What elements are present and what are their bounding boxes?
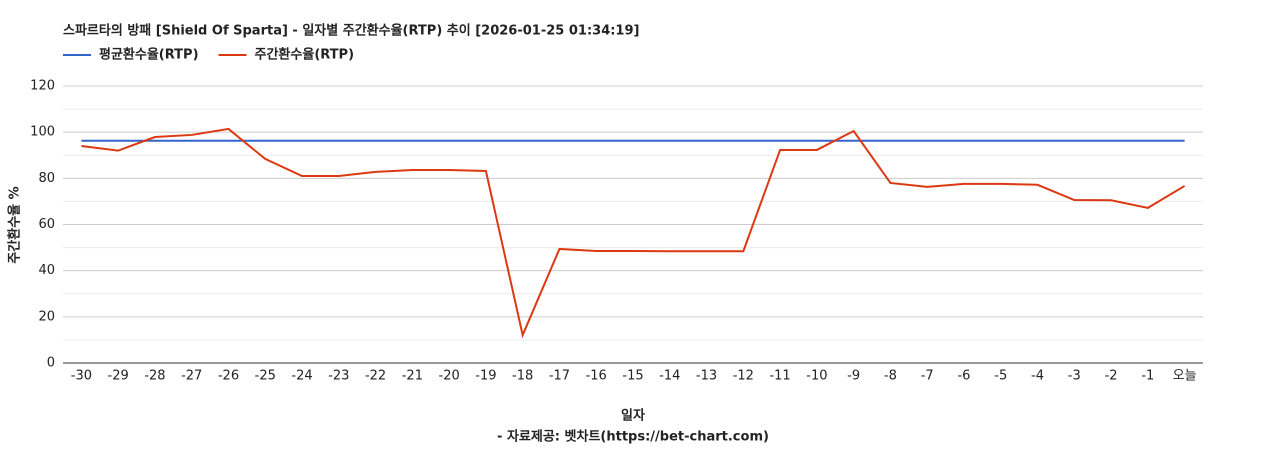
y-axis-title: 주간환수율 % <box>7 186 23 263</box>
x-tick-label: -12 <box>733 369 754 384</box>
x-tick-label: -9 <box>847 369 860 384</box>
y-tick-label: 0 <box>47 356 55 371</box>
x-tick-label: -29 <box>108 369 129 384</box>
x-tick-label: -7 <box>921 369 934 384</box>
x-axis-title: 일자 <box>621 409 645 424</box>
x-tick-label: -27 <box>181 369 202 384</box>
y-tick-label: 20 <box>38 309 55 324</box>
x-tick-label: -1 <box>1141 369 1154 384</box>
x-tick-label: -21 <box>402 369 423 384</box>
x-tick-label: -8 <box>884 369 897 384</box>
x-tick-label: -30 <box>71 369 92 384</box>
y-tick-label: 80 <box>38 171 55 186</box>
x-tick-label: -26 <box>218 369 239 384</box>
series-line <box>81 127 1186 339</box>
x-tick-label: -11 <box>769 369 790 384</box>
x-tick-label: -3 <box>1068 369 1081 384</box>
x-tick-label: -23 <box>328 369 349 384</box>
y-tick-label: 100 <box>30 125 55 140</box>
legend-label: 평균환수율(RTP) <box>99 47 199 63</box>
x-tick-label: -2 <box>1105 369 1118 384</box>
x-tick-label: -18 <box>512 369 533 384</box>
x-tick-label: -4 <box>1031 369 1044 384</box>
source-note: - 자료제공: 벳차트(https://bet-chart.com) <box>497 429 769 445</box>
x-tick-label: -5 <box>994 369 1007 384</box>
x-tick-label: -17 <box>549 369 570 384</box>
x-tick-label: -22 <box>365 369 386 384</box>
x-tick-label: -15 <box>622 369 643 384</box>
x-tick-label: -25 <box>255 369 276 384</box>
y-tick-label: 120 <box>30 79 55 94</box>
x-tick-label: -14 <box>659 369 680 384</box>
y-tick-label: 40 <box>38 263 55 278</box>
x-tick-label: -10 <box>806 369 827 384</box>
x-tick-label: -19 <box>475 369 496 384</box>
x-tick-label: -20 <box>439 369 460 384</box>
y-tick-label: 60 <box>38 217 55 232</box>
x-tick-label: -16 <box>586 369 607 384</box>
x-tick-label: -28 <box>144 369 165 384</box>
x-tick-label: -6 <box>957 369 970 384</box>
x-tick-label: -24 <box>291 369 312 384</box>
x-tick-label: -13 <box>696 369 717 384</box>
chart-title: 스파르타의 방패 [Shield Of Sparta] - 일자별 주간환수율(… <box>63 23 639 39</box>
legend-label: 주간환수율(RTP) <box>255 47 355 63</box>
x-tick-label: 오늘 <box>1173 369 1197 384</box>
